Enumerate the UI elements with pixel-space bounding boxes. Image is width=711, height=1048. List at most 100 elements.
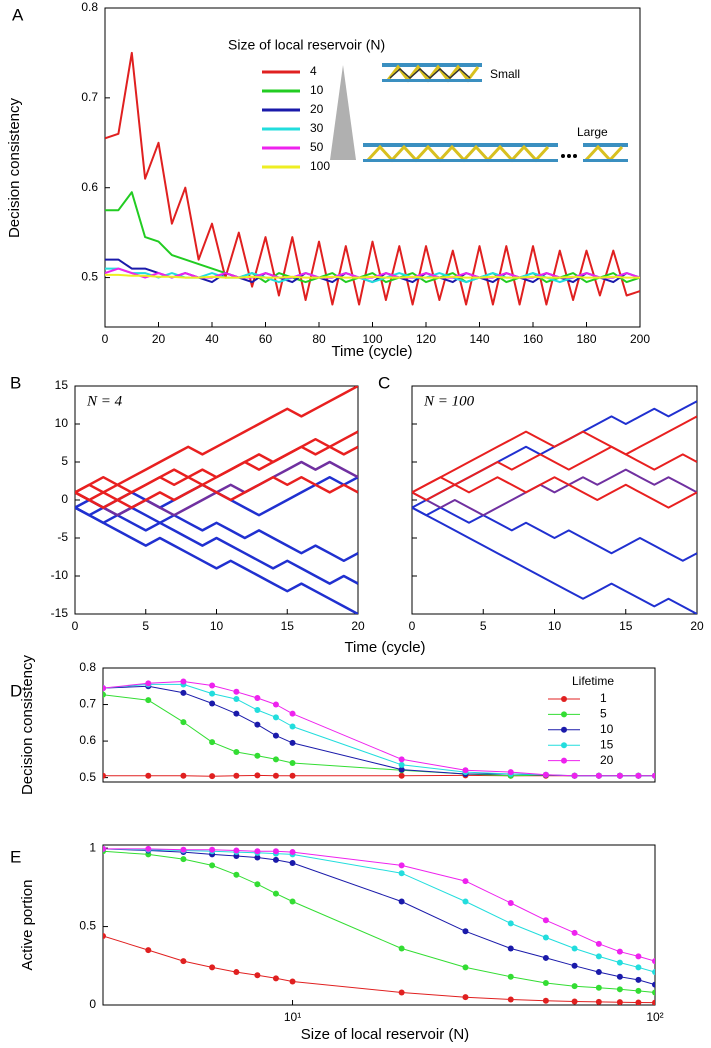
y-tick-label: 0.5 (79, 919, 96, 933)
data-point (542, 980, 549, 987)
legend-label: 10 (600, 722, 614, 736)
data-point (507, 996, 514, 1003)
data-point (209, 773, 216, 780)
series-line (75, 475, 358, 517)
plot-area (103, 845, 655, 1005)
x-tick-label: 200 (630, 332, 650, 346)
data-point (272, 732, 279, 739)
legend-marker (561, 726, 567, 733)
y-tick-label: 0 (61, 492, 68, 506)
y-tick-label: -5 (57, 530, 68, 544)
data-point (635, 772, 642, 779)
data-point (462, 964, 469, 971)
panel-label: C (378, 373, 390, 392)
data-point (254, 772, 261, 779)
x-axis-label: Time (cycle) (331, 343, 412, 360)
series-line (412, 415, 697, 494)
data-point (635, 987, 642, 994)
x-tick-label: 160 (523, 332, 543, 346)
data-point (180, 846, 187, 853)
legend-title: Lifetime (572, 674, 614, 688)
data-point (571, 929, 578, 936)
series-line (412, 506, 697, 562)
y-tick-label: 0.5 (79, 770, 96, 784)
data-point (462, 928, 469, 935)
reservoir-large (363, 143, 628, 163)
y-tick-label: 10 (55, 416, 69, 430)
x-tick-label: 10² (646, 1010, 663, 1024)
data-point (595, 940, 602, 947)
data-point (272, 701, 279, 708)
y-tick-label: 0.7 (81, 90, 98, 104)
data-point (571, 998, 578, 1005)
data-point (145, 680, 152, 687)
data-point (103, 932, 106, 939)
x-tick-label: 10 (210, 619, 224, 633)
data-point (209, 739, 216, 746)
plot-area (412, 400, 697, 614)
data-point (254, 848, 261, 855)
plot-area (103, 678, 655, 780)
data-point (571, 772, 578, 779)
x-tick-label: 100 (362, 332, 382, 346)
data-point (233, 749, 240, 756)
legend-title: Size of local reservoir (N) (228, 37, 385, 53)
legend-marker (561, 696, 567, 702)
data-point (233, 772, 240, 779)
data-point (180, 856, 187, 863)
data-point (652, 981, 655, 988)
y-axis-label: Decision consistency (19, 654, 36, 795)
data-point (652, 969, 655, 976)
x-tick-label: 10 (548, 619, 562, 633)
legend-label: 50 (310, 140, 324, 154)
series-line (412, 506, 697, 614)
data-point (507, 920, 514, 927)
data-point (398, 756, 405, 763)
data-point (289, 849, 296, 856)
data-point (507, 769, 514, 776)
data-point (289, 739, 296, 746)
x-tick-label: 140 (469, 332, 489, 346)
data-point (233, 847, 240, 854)
data-point (272, 848, 279, 855)
series-line (103, 850, 655, 993)
data-point (254, 694, 261, 701)
series-line (412, 445, 697, 494)
y-tick-label: 1 (89, 840, 96, 854)
data-point (209, 846, 216, 853)
data-point (289, 772, 296, 779)
data-point (254, 752, 261, 759)
data-point (289, 723, 296, 730)
data-point (209, 700, 216, 707)
panel-annotation: N = 4 (86, 393, 123, 409)
data-point (398, 862, 405, 869)
y-tick-label: 0 (89, 997, 96, 1011)
legend-label: 4 (310, 64, 317, 78)
series-line (75, 430, 358, 502)
data-point (635, 953, 642, 960)
x-axis-label: Size of local reservoir (N) (301, 1026, 469, 1043)
data-point (398, 945, 405, 952)
x-tick-label: 20 (152, 332, 166, 346)
data-point (145, 697, 152, 704)
x-tick-label: 120 (416, 332, 436, 346)
series-line (75, 386, 358, 494)
series-line (105, 267, 640, 284)
data-point (272, 890, 279, 897)
data-point (254, 881, 261, 888)
y-tick-label: 15 (55, 378, 69, 392)
size-wedge (330, 65, 356, 160)
annotation: Large (577, 125, 608, 139)
data-point (272, 714, 279, 721)
data-point (209, 862, 216, 869)
data-point (462, 898, 469, 905)
series-line (103, 935, 655, 1004)
x-tick-label: 5 (142, 619, 149, 633)
data-point (652, 999, 655, 1005)
y-tick-label: -15 (51, 606, 69, 620)
x-tick-label: 60 (259, 332, 273, 346)
data-point (652, 958, 655, 965)
series-line (75, 506, 358, 585)
data-point (635, 964, 642, 971)
